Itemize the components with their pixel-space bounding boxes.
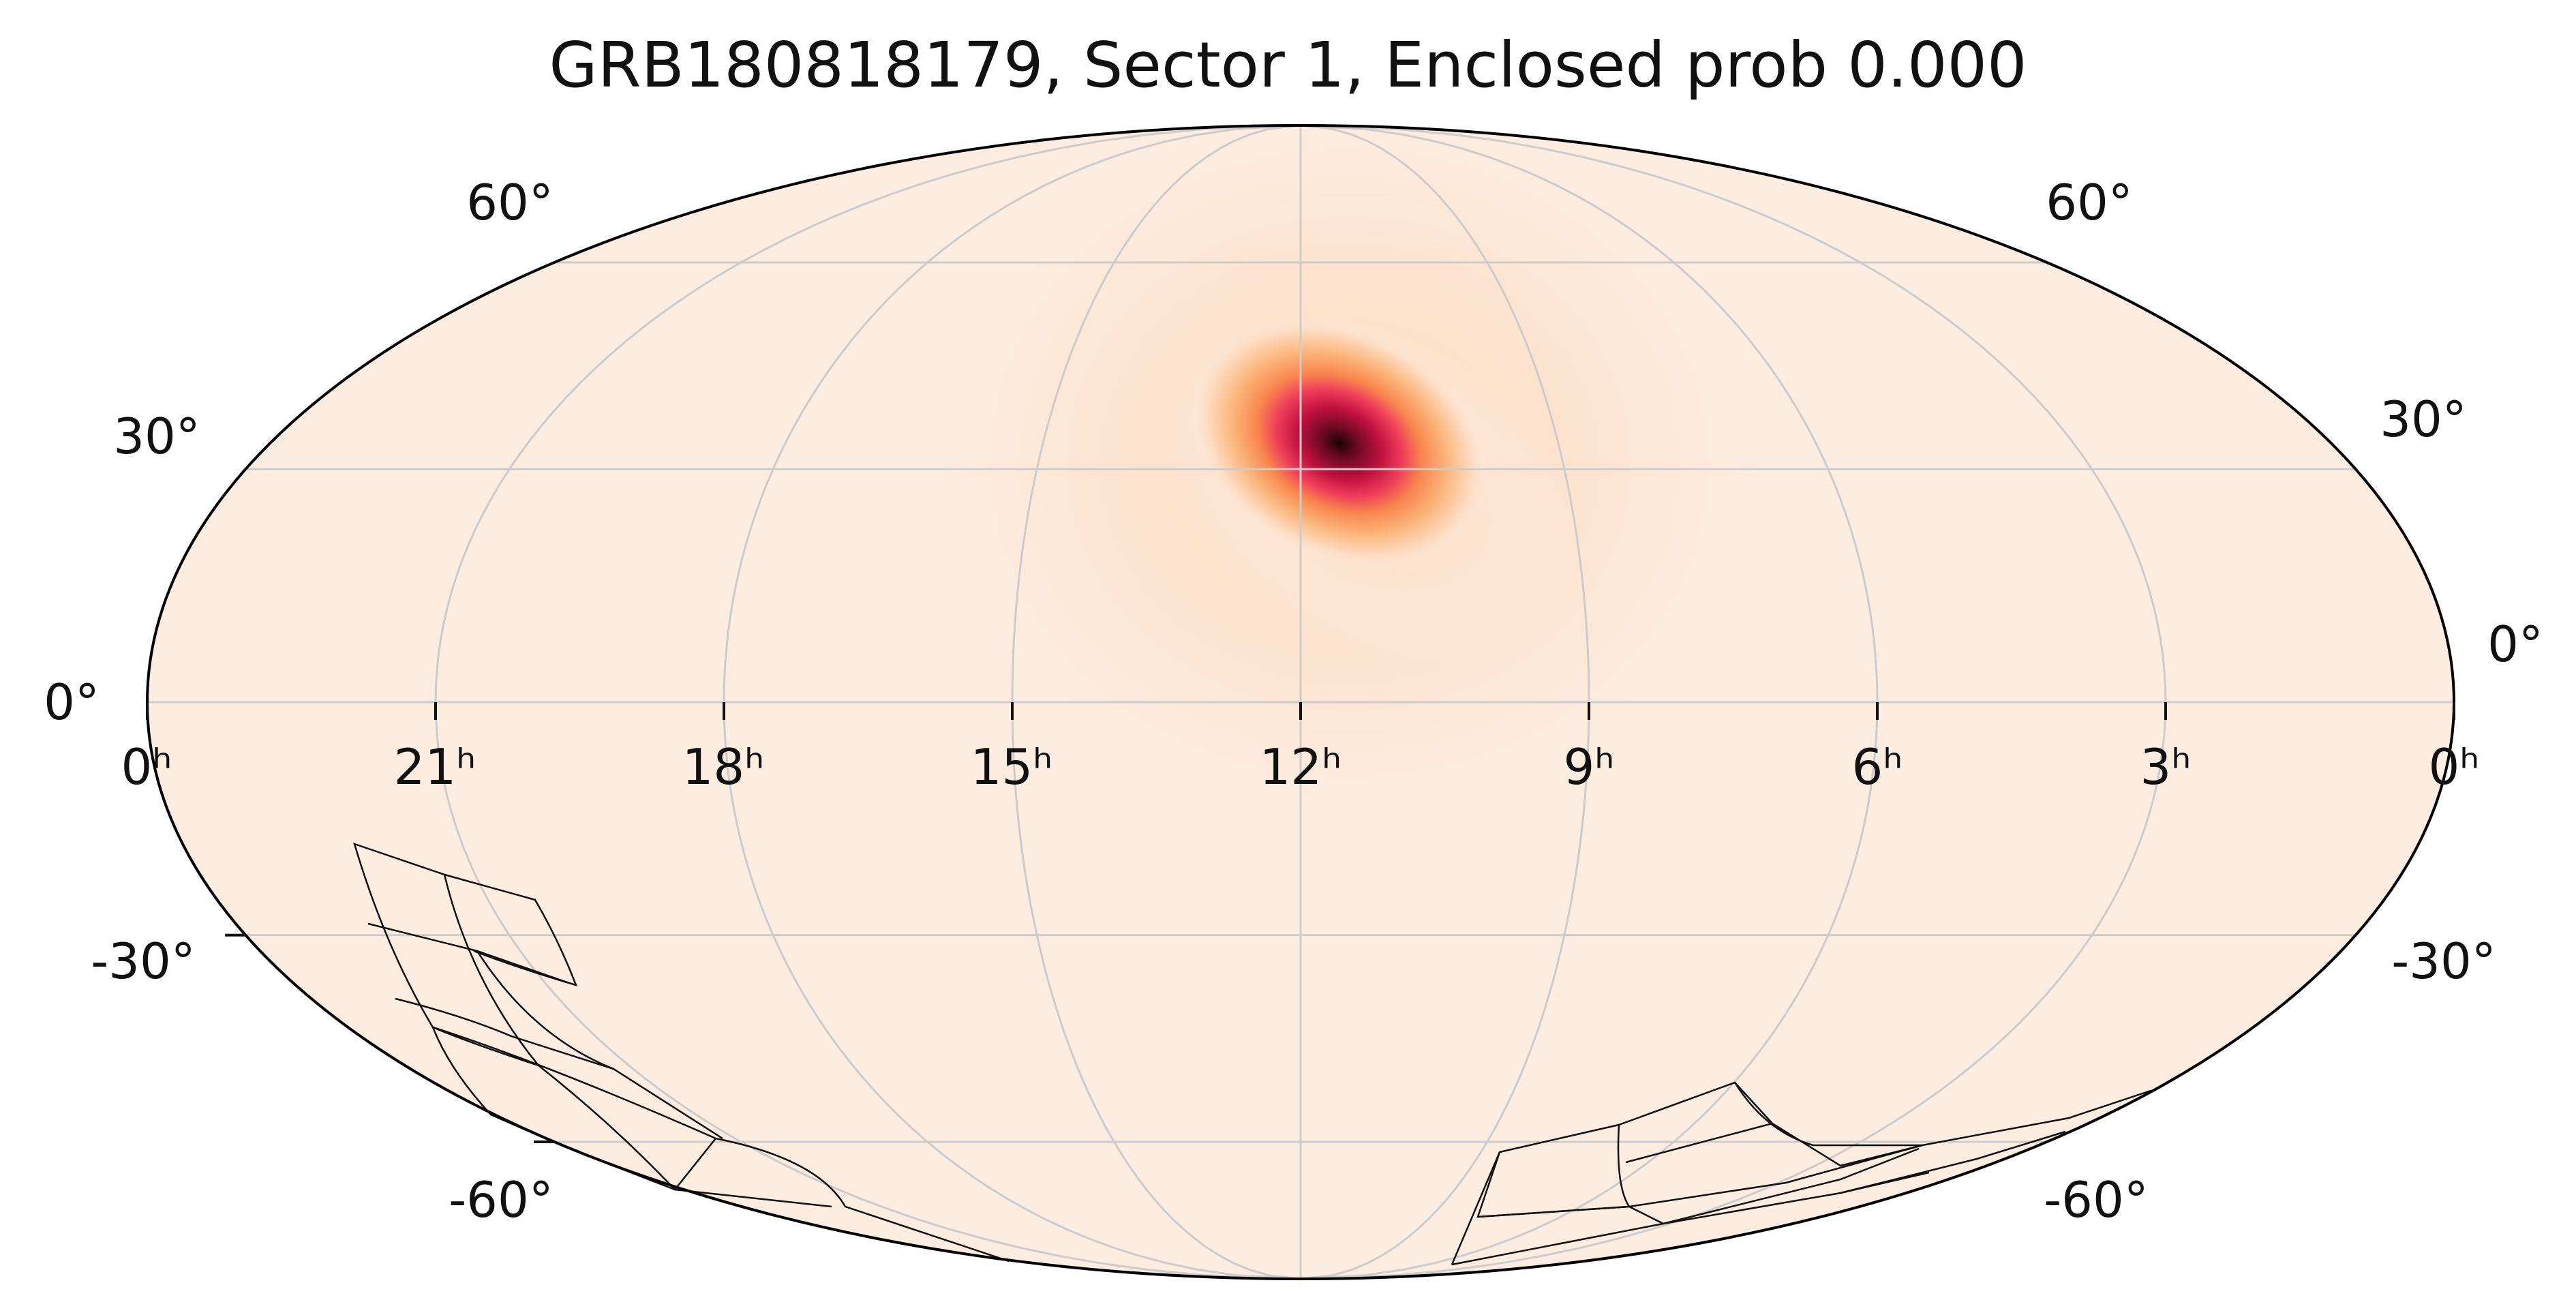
camera-field [1451, 1151, 1501, 1265]
tess-sector-fields [353, 843, 2151, 1266]
probability-peak [1190, 317, 1489, 569]
camera-field [1922, 1089, 2151, 1147]
ra-ticks [146, 702, 2455, 1143]
camera-field [1733, 1082, 1923, 1167]
dec-label: -60° [2044, 1171, 2149, 1228]
dec-label: 60° [2046, 174, 2133, 231]
dec-labels-right: 60° 30° 0° -30° -60° [2044, 174, 2543, 1228]
chart-title: GRB180818179, Sector 1, Enclosed prob 0.… [549, 29, 2027, 102]
dec-label: 0° [44, 674, 100, 731]
ra-label: 18ʰ [682, 738, 765, 796]
dec-label: -60° [449, 1171, 554, 1228]
ra-label: 15ʰ [971, 738, 1053, 796]
ra-labels: 0ʰ 21ʰ 18ʰ 15ʰ 12ʰ 9ʰ 6ʰ 3ʰ 0ʰ [121, 738, 2480, 796]
camera-field [1628, 1147, 1920, 1225]
camera-field [353, 843, 541, 1068]
dec-label: -30° [91, 933, 196, 990]
dec-label: -30° [2391, 933, 2496, 990]
dec-label: 60° [466, 174, 554, 231]
camera-field [476, 950, 723, 1140]
camera-field [538, 1065, 832, 1208]
dec-label: 30° [2380, 391, 2467, 448]
camera-field [1477, 1144, 1923, 1218]
camera-field [715, 1137, 1010, 1263]
ra-label: 9ʰ [1564, 738, 1615, 796]
ra-label: 3ʰ [2140, 738, 2192, 796]
camera-field [395, 997, 614, 1070]
dec-label: 30° [113, 408, 200, 465]
dec-labels-left: 60° 30° 0° -30° -60° [44, 174, 554, 1228]
ra-label: 21ʰ [394, 738, 476, 796]
ra-label: 12ʰ [1260, 738, 1342, 796]
ra-label: 0ʰ [121, 738, 172, 796]
camera-field [1840, 1130, 2066, 1194]
probability-heatmap [913, 125, 1786, 845]
ra-label: 6ʰ [1852, 738, 1903, 796]
camera-field [444, 873, 578, 986]
camera-field [1618, 1081, 1774, 1164]
dec-label: 0° [2487, 616, 2543, 673]
ra-label: 0ʰ [2429, 738, 2480, 796]
